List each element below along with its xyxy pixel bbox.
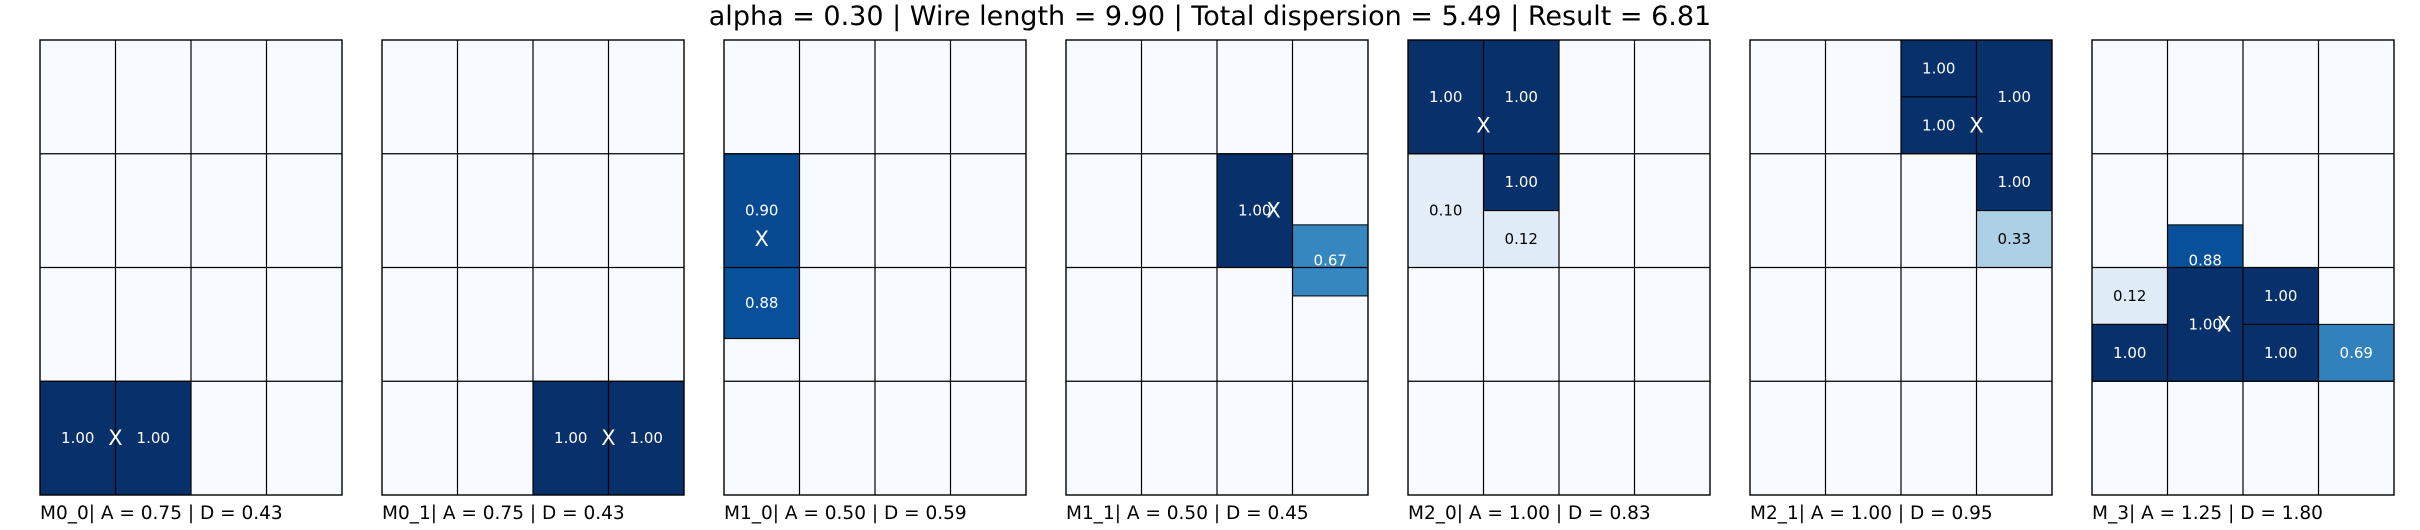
cell-value-label: 1.00	[554, 429, 587, 447]
cell-value-label: 0.33	[1998, 230, 2031, 248]
cell-value-label: 1.00	[1922, 116, 1955, 134]
heat-cell	[1900, 96, 1977, 155]
panel-2: 0.90 0.88 X M1_0| A = 0.50 | D = 0.59	[723, 39, 1027, 524]
cell-value-label: 1.00	[61, 429, 94, 447]
cell-value-label: 0.12	[2113, 287, 2146, 305]
heat-cell	[1483, 39, 1560, 155]
panel-label: M0_1| A = 0.75 | D = 0.43	[382, 503, 625, 524]
heat-cell	[1976, 210, 2053, 268]
cell-value-label: 1.00	[1922, 59, 1955, 77]
cell-value-label: 0.90	[745, 202, 778, 220]
panel-frame	[2091, 39, 2395, 496]
heat-cell	[1407, 153, 1484, 268]
panel-frame	[1407, 39, 1711, 496]
panel-label: M_3| A = 1.25 | D = 1.80	[2092, 503, 2323, 524]
heat-cell	[1483, 153, 1560, 212]
cell-value-label: 1.00	[1429, 88, 1462, 106]
cell-value-label: 1.00	[1505, 173, 1538, 191]
panel-3: 1.00 0.67 X M1_1| A = 0.50 | D = 0.45	[1065, 39, 1369, 524]
panel-5: 1.00 1.00 1.00 1.00 0.33 X M2_1| A = 1.00 | D …	[1749, 39, 2053, 524]
panel-label: M2_1| A = 1.00 | D = 0.95	[1750, 503, 1993, 524]
cell-value-label: 1.00	[2264, 344, 2297, 362]
heat-cell	[723, 267, 800, 340]
center-marker: X	[2217, 312, 2231, 336]
center-marker: X	[1476, 113, 1490, 137]
heat-cell	[1900, 39, 1977, 98]
panel-6: 0.88 0.12 1.00 1.00 1.00 1.00 0.69 X M_3| A = 1.…	[2091, 39, 2395, 524]
panel-4: 1.00 1.00 0.10 1.00 0.12 X M2_0| A = 1.00 | D …	[1407, 39, 1711, 524]
cell-value-label: 0.67	[1314, 251, 1347, 269]
heat-cell	[1407, 39, 1484, 155]
cell-value-label: 1.00	[630, 429, 663, 447]
heat-cell	[1976, 39, 2053, 155]
cell-value-label: 1.00	[137, 429, 170, 447]
cell-value-label: 0.10	[1429, 202, 1462, 220]
cell-value-label: 1.00	[2113, 344, 2146, 362]
panel-frame	[381, 39, 685, 496]
cell-value-label: 1.00	[2189, 315, 2222, 333]
heat-cell	[2091, 267, 2168, 325]
heat-cell	[1483, 210, 1560, 268]
heat-cell	[39, 380, 116, 496]
cell-value-label: 0.69	[2340, 344, 2373, 362]
center-marker: X	[108, 426, 122, 450]
heat-cell	[1216, 153, 1293, 268]
cell-value-label: 0.12	[1505, 230, 1538, 248]
panel-label: M0_0| A = 0.75 | D = 0.43	[40, 503, 283, 524]
chart-title: alpha = 0.30 | Wire length = 9.90 | Tota…	[709, 1, 1711, 32]
panel-0: 1.00 1.00 X M0_0| A = 0.75 | D = 0.43	[39, 39, 343, 524]
panel-label: M1_0| A = 0.50 | D = 0.59	[724, 503, 967, 524]
cell-value-label: 0.88	[745, 294, 778, 312]
cell-value-label: 1.00	[2264, 287, 2297, 305]
panel-frame	[1065, 39, 1369, 496]
heat-cell	[1292, 224, 1369, 297]
center-marker: X	[755, 227, 769, 251]
panel-frame	[1749, 39, 2053, 496]
panel-frame	[723, 39, 1027, 496]
center-marker: X	[1266, 199, 1280, 223]
heat-cell	[2242, 323, 2319, 382]
cell-value-label: 1.00	[1998, 173, 2031, 191]
panel-label: M1_1| A = 0.50 | D = 0.45	[1066, 503, 1309, 524]
center-marker: X	[1969, 113, 1983, 137]
panel-label: M2_0| A = 1.00 | D = 0.83	[1408, 503, 1651, 524]
cell-value-label: 1.00	[1505, 88, 1538, 106]
center-marker: X	[601, 426, 615, 450]
panel-frame	[39, 39, 343, 496]
panel-1: 1.00 1.00 X M0_1| A = 0.75 | D = 0.43	[381, 39, 685, 524]
cell-value-label: 0.88	[2189, 251, 2222, 269]
cell-value-label: 1.00	[1238, 202, 1271, 220]
heat-cell	[2242, 267, 2319, 325]
cell-value-label: 1.00	[1998, 88, 2031, 106]
